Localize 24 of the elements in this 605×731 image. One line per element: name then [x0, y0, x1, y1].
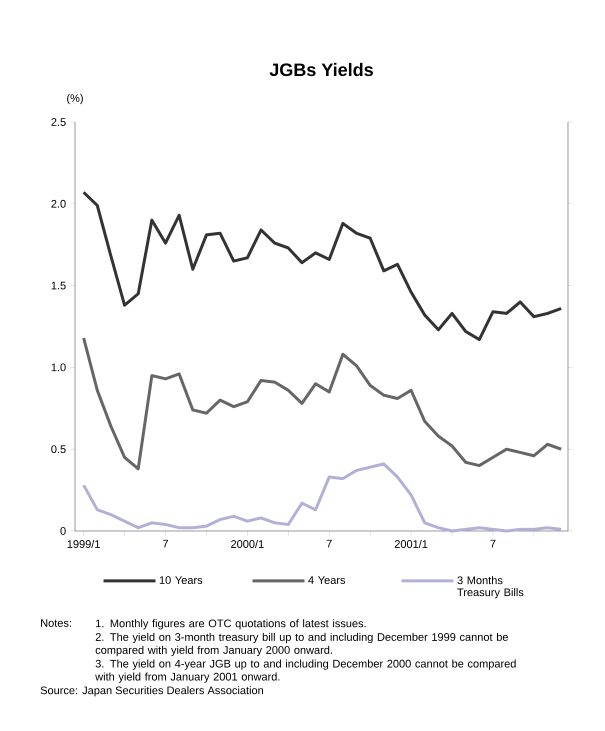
legend-label: 4 Years — [308, 576, 346, 584]
x-tick-label: 2000/1 — [231, 540, 264, 548]
text: 2. The yield on 3-month treasury bill up to and including December 1999 cannot be compared with yield from January 2000 onward. — [96, 632, 508, 656]
x-tick-label: 7 — [326, 540, 332, 548]
x-tick-label: 1999/1 — [68, 540, 100, 548]
y-tick-label: 2.5 — [51, 118, 66, 126]
legend-label: 10 Years — [160, 576, 202, 584]
y-tick-label: 2.0 — [51, 200, 66, 208]
text: 1. Monthly figures are OTC quotations of latest issues. — [96, 619, 366, 630]
x-tick-label: 7 — [163, 540, 168, 548]
chart-title: JGBs Yields — [270, 62, 373, 76]
text: Notes: — [41, 619, 71, 627]
y-tick-label: 0 — [60, 527, 66, 535]
line-series — [82, 336, 563, 470]
source-note: Source: Japan Securities Dealers Association — [40, 686, 264, 696]
y-tick-label: 0.5 — [51, 445, 66, 454]
y-tick-label: 1.0 — [52, 364, 66, 372]
x-tick-label: 7 — [490, 540, 496, 548]
legend-label: 3 Months Treasury Bills — [457, 576, 524, 598]
x-tick-label: 2001/1 — [394, 540, 428, 548]
line-series — [82, 190, 563, 342]
text: 3. The yield on 4-year JGB up to and including December 2000 cannot be compared with yield from January 2001 onward. — [95, 660, 516, 683]
y-tick-label: 1.5 — [52, 282, 66, 290]
y-axis-title: (%) — [67, 94, 83, 104]
